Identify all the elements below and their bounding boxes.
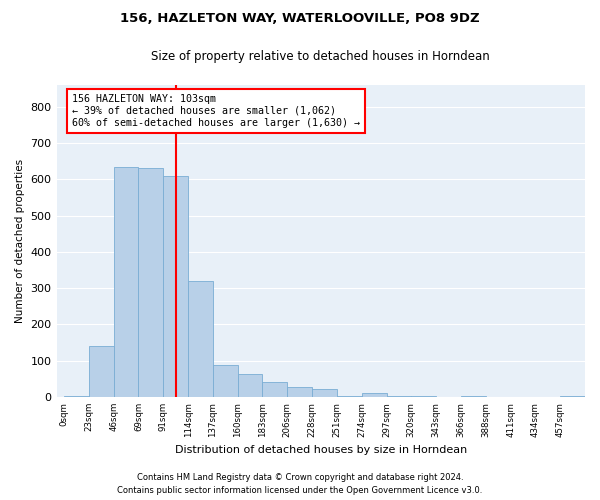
- Bar: [238, 374, 262, 397]
- Bar: [287, 387, 312, 397]
- Bar: [64, 396, 89, 397]
- Bar: [362, 392, 386, 397]
- Bar: [461, 396, 486, 397]
- Bar: [163, 176, 188, 397]
- Text: 156, HAZLETON WAY, WATERLOOVILLE, PO8 9DZ: 156, HAZLETON WAY, WATERLOOVILLE, PO8 9D…: [120, 12, 480, 26]
- Bar: [386, 396, 412, 397]
- Bar: [213, 365, 238, 397]
- Text: 156 HAZLETON WAY: 103sqm
← 39% of detached houses are smaller (1,062)
60% of sem: 156 HAZLETON WAY: 103sqm ← 39% of detach…: [73, 94, 361, 128]
- Y-axis label: Number of detached properties: Number of detached properties: [15, 159, 25, 323]
- Title: Size of property relative to detached houses in Horndean: Size of property relative to detached ho…: [151, 50, 490, 63]
- Bar: [560, 396, 585, 397]
- Bar: [188, 281, 213, 397]
- Bar: [412, 396, 436, 397]
- Bar: [89, 346, 113, 397]
- Bar: [312, 389, 337, 397]
- X-axis label: Distribution of detached houses by size in Horndean: Distribution of detached houses by size …: [175, 445, 467, 455]
- Text: Contains HM Land Registry data © Crown copyright and database right 2024.
Contai: Contains HM Land Registry data © Crown c…: [118, 474, 482, 495]
- Bar: [262, 382, 287, 397]
- Bar: [337, 396, 362, 397]
- Bar: [113, 166, 139, 397]
- Bar: [139, 168, 163, 397]
